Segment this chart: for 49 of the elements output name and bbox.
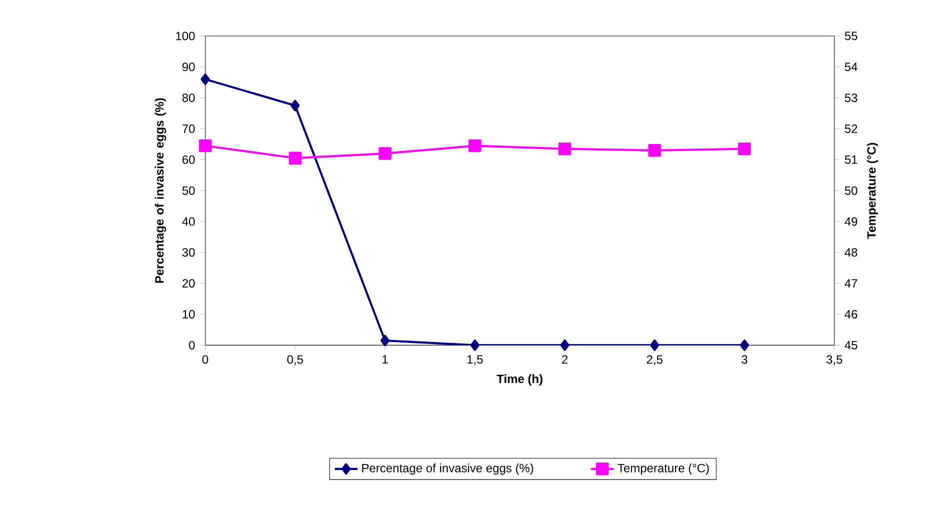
y2-tick-label: 53	[844, 94, 858, 102]
y-tick-label: 70	[182, 124, 195, 133]
y2-tick-label: 54	[844, 62, 858, 72]
y-tick-label: 20	[182, 279, 195, 288]
y2-tick-label: 51	[844, 155, 858, 164]
y-axis-title: Percentage of invasive eggs (%)	[154, 98, 166, 283]
point	[380, 334, 390, 346]
x-tick-label: 3	[742, 355, 748, 364]
y-tick-label: 90	[182, 62, 195, 72]
legend-label: Temperature (°C)	[618, 463, 709, 475]
y2-tick-label: 47	[844, 279, 858, 288]
y-tick-label: 0	[189, 340, 195, 350]
y2-tick-label: 48	[844, 248, 858, 257]
point	[378, 147, 392, 160]
legend-label: Percentage of invasive eggs (%)	[362, 463, 534, 475]
y2-tick-label: 55	[844, 32, 858, 40]
point	[560, 339, 570, 351]
y2-tick-label: 45	[844, 340, 858, 350]
y-tick-label: 10	[182, 310, 195, 318]
point	[288, 152, 302, 164]
y-tick-label: 60	[182, 155, 195, 164]
point	[200, 73, 210, 85]
y-tick-label: 100	[176, 32, 195, 40]
y-tick-label: 30	[182, 248, 195, 257]
y2-tick-label: 46	[844, 310, 858, 318]
y-tick-label: 80	[182, 94, 195, 102]
x-tick-label: 0,5	[287, 355, 303, 366]
point	[740, 339, 750, 351]
point	[290, 100, 300, 112]
y2-axis-title: Temperature (°C)	[866, 142, 878, 239]
x-tick-label: 2,5	[646, 355, 662, 366]
y2-tick-label: 52	[844, 124, 858, 133]
x-tick-label: 1,5	[467, 355, 483, 365]
point	[198, 139, 212, 152]
point	[650, 339, 660, 351]
y-tick-label: 40	[182, 217, 195, 226]
y2-tick-label: 50	[844, 186, 858, 195]
x-tick-label: 1	[382, 355, 388, 364]
x-tick-label: 3,5	[826, 355, 842, 366]
y-tick-label: 50	[182, 186, 195, 195]
point	[468, 139, 482, 152]
x-tick-label: 0	[202, 355, 208, 364]
y2-tick-label: 49	[844, 217, 858, 226]
point	[648, 144, 662, 157]
x-tick-label: 2	[562, 355, 568, 364]
x-axis-title: Time (h)	[496, 374, 542, 386]
point	[470, 339, 480, 351]
point	[738, 142, 751, 156]
point	[558, 142, 572, 156]
